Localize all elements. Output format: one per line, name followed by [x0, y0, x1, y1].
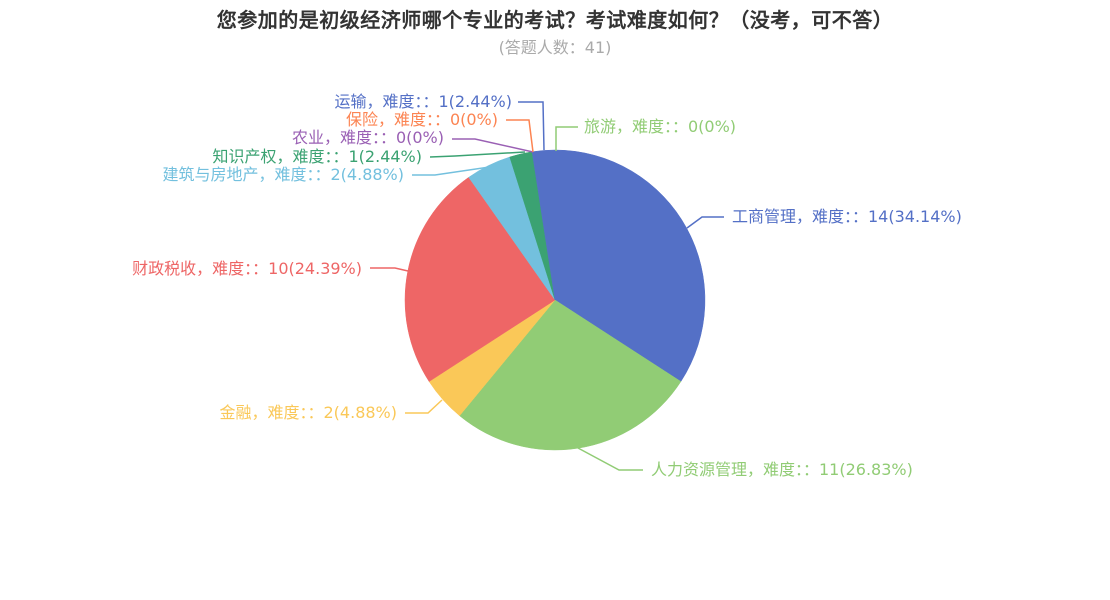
- label-line: [518, 101, 545, 151]
- slice-label: 保险，难度：：0(0%): [346, 110, 498, 129]
- pie-slice[interactable]: [459, 299, 682, 451]
- label-line: [452, 138, 534, 153]
- slice-label: 农业，难度：：0(0%): [292, 128, 444, 147]
- label-line: [370, 267, 409, 272]
- chart-subtitle: (答题人数：41): [498, 38, 612, 57]
- slice-label: 知识产权，难度：：1(2.44%): [213, 147, 423, 166]
- label-lines: [370, 101, 724, 471]
- slice-labels: 工商管理，难度：：14(34.14%) 人力资源管理，难度：：11(26.83%)…: [132, 92, 962, 479]
- pie-slices: [404, 149, 706, 451]
- label-line: [412, 163, 511, 176]
- label-line: [405, 399, 443, 414]
- chart-title: 您参加的是初级经济师哪个专业的考试？考试难度如何？（没考，可不答）: [216, 8, 894, 32]
- slice-label: 金融，难度：：2(4.88%): [220, 403, 398, 422]
- slice-label: 运输，难度：：1(2.44%): [335, 92, 513, 111]
- slice-label: 财政税收，难度：：10(24.39%): [132, 259, 362, 278]
- label-line: [686, 216, 724, 229]
- label-line: [429, 151, 526, 158]
- slice-label: 建筑与房地产，难度：：2(4.88%): [163, 165, 405, 184]
- label-line: [506, 119, 534, 153]
- pie-slice[interactable]: [554, 149, 706, 382]
- slice-label: 人力资源管理，难度：：11(26.83%): [651, 460, 913, 479]
- label-line: [577, 447, 643, 471]
- slice-label: 工商管理，难度：：14(34.14%): [732, 207, 962, 226]
- label-line: [555, 126, 578, 151]
- slice-label: 旅游，难度：：0(0%): [584, 117, 736, 136]
